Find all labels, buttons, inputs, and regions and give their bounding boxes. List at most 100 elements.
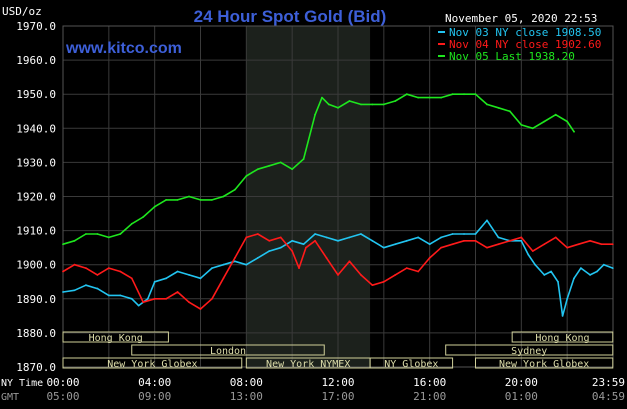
series-point: [233, 260, 236, 263]
series-point: [566, 120, 569, 123]
series-point: [165, 199, 168, 201]
series-point: [596, 270, 598, 273]
market-session-box: [62, 331, 169, 343]
series-point: [222, 277, 225, 280]
series-point: [256, 233, 259, 235]
series-point: [486, 219, 488, 222]
series-point: [440, 96, 443, 99]
x-tick-label: 05:00: [46, 390, 79, 403]
series-point: [291, 239, 294, 242]
series-point: [256, 256, 259, 259]
series-point: [566, 297, 569, 300]
series-point: [531, 127, 534, 130]
series-point: [520, 236, 523, 239]
series-point: [360, 103, 362, 106]
series-point: [96, 233, 99, 235]
x-tick-label: 17:00: [321, 390, 354, 403]
series-point: [107, 294, 110, 297]
series-point: [176, 199, 179, 201]
series-point: [611, 267, 614, 270]
series-point: [62, 243, 64, 246]
chart-title: 24 Hour Spot Gold (Bid): [194, 7, 387, 26]
series-point: [302, 243, 305, 246]
series-point: [577, 243, 580, 246]
series-point: [405, 267, 408, 270]
y-tick-label: 1870.0: [16, 361, 56, 374]
x-tick-label: 09:00: [138, 390, 171, 403]
series-point: [73, 289, 76, 292]
series-point: [486, 103, 488, 106]
series-point: [302, 158, 305, 160]
series-point: [298, 267, 300, 270]
series-point: [327, 103, 330, 106]
x-tick-label: 08:00: [230, 376, 263, 389]
axis-layer: 1970.0 1960.0 1950.0 1940.0 1930.0 1920.0 1910…: [1, 20, 625, 403]
series-point: [153, 205, 156, 208]
series-point: [245, 236, 248, 239]
x-row-label: NY Time: [1, 378, 43, 389]
series-point: [360, 274, 362, 276]
y-tick-label: 1950.0: [16, 88, 56, 101]
series-point: [96, 274, 99, 276]
series-point: [325, 256, 328, 259]
market-session-box: [511, 331, 614, 343]
market-session-label: London: [210, 346, 246, 357]
series-point: [573, 277, 575, 280]
legend-entry: Nov 03 NY close 1908.50: [449, 26, 601, 39]
series-point: [119, 294, 122, 297]
x-tick-label: 12:00: [321, 376, 354, 389]
market-session-box: [369, 357, 454, 369]
market-session-label: Sydney: [511, 346, 547, 357]
series-point: [580, 267, 582, 270]
series-point: [405, 93, 408, 96]
series-point: [428, 256, 431, 259]
series-point: [291, 168, 294, 171]
series-point: [589, 274, 591, 276]
series-point: [382, 246, 385, 249]
series-point: [188, 301, 190, 304]
series-point: [348, 100, 351, 102]
series-point: [497, 106, 500, 109]
series-point: [520, 123, 523, 126]
series-point: [463, 233, 465, 235]
x-tick-label: 16:00: [413, 376, 446, 389]
series-point: [279, 161, 282, 164]
y-tick-label: 1890.0: [16, 293, 56, 306]
market-session-label: Hong Kong: [89, 333, 143, 344]
y-tick-label: 1940.0: [16, 122, 56, 135]
series-point: [211, 297, 213, 300]
series-point: [119, 233, 122, 235]
series-point: [428, 243, 431, 246]
x-tick-label: 01:00: [505, 390, 538, 403]
series-point: [222, 263, 225, 266]
market-session-box: [475, 357, 614, 369]
series-point: [417, 270, 420, 273]
grid-layer: [62, 25, 614, 368]
series-point: [73, 239, 76, 242]
series-point: [73, 263, 76, 266]
y-axis-label: USD/oz: [2, 5, 42, 18]
series-point: [543, 274, 546, 276]
series-point: [497, 243, 500, 246]
market-session-label: New York Globex: [107, 359, 197, 370]
market-session-label: New York Globex: [499, 359, 589, 370]
y-tick-label: 1930.0: [16, 156, 56, 169]
series-point: [85, 233, 87, 235]
series-point: [543, 120, 546, 123]
series-point: [554, 113, 557, 116]
series-point: [268, 239, 271, 242]
series-point: [176, 291, 179, 293]
legend-entry: Nov 04 NY close 1902.60: [449, 38, 601, 51]
series-point: [305, 246, 307, 249]
series-point: [337, 239, 339, 242]
series-point: [463, 93, 465, 96]
series-point: [600, 243, 603, 246]
series-point: [222, 195, 225, 198]
series-point: [268, 164, 271, 167]
x-tick-label: 13:00: [230, 390, 263, 403]
series-point: [245, 263, 248, 266]
series-point: [371, 284, 374, 287]
legend-entry: Nov 05 Last 1938.20: [449, 50, 575, 63]
series-point: [233, 188, 236, 191]
